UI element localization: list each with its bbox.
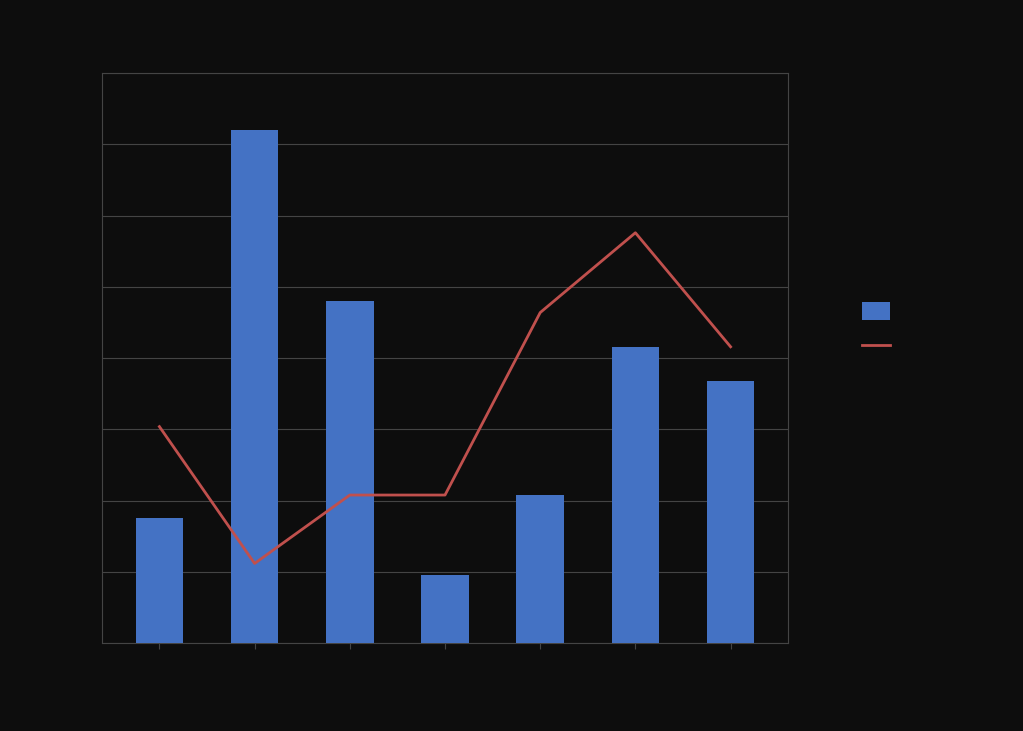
Bar <box>421 575 469 643</box>
Bar <box>326 301 373 643</box>
Legend: , : , <box>856 296 903 362</box>
Bar <box>612 346 659 643</box>
Bar <box>231 130 278 643</box>
Bar <box>517 495 564 643</box>
Bar <box>136 518 183 643</box>
Bar <box>707 381 754 643</box>
